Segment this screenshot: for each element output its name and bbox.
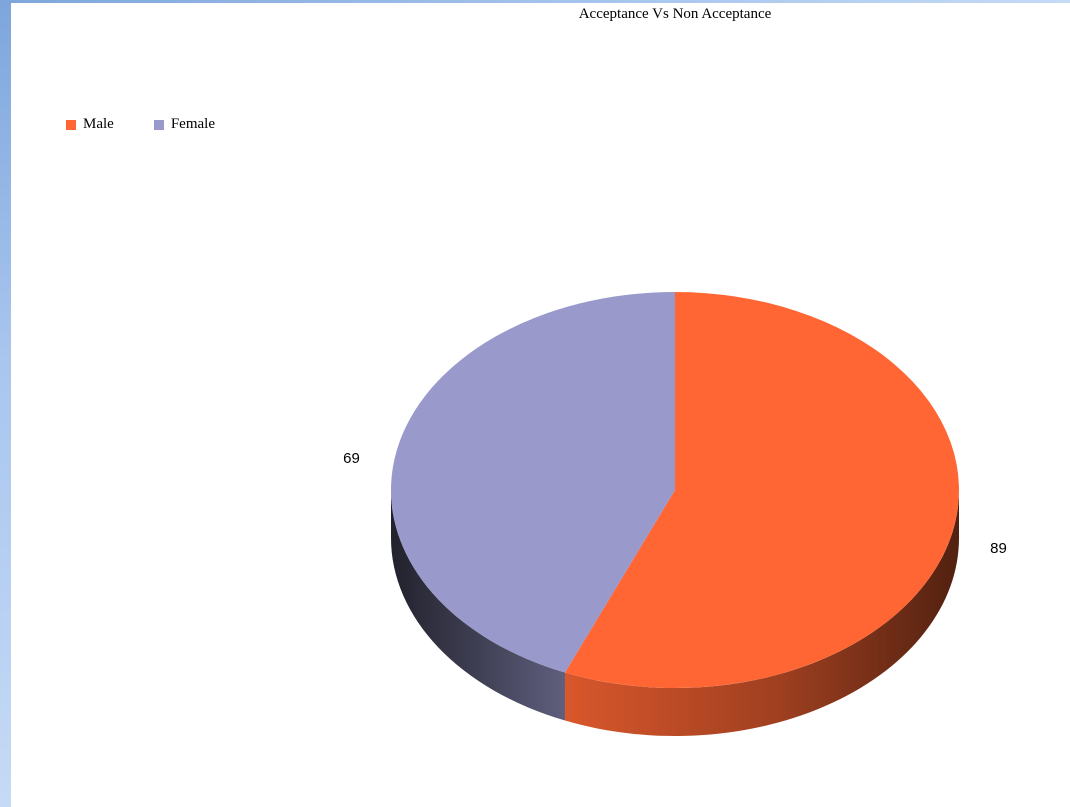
pie-side-male [565,490,960,736]
legend-item-female: Female [153,116,215,133]
data-label-male: 89 [990,540,1007,557]
pie-side-female [391,490,566,721]
window-top-border [0,0,1070,3]
pie-slice-female [390,292,675,673]
legend-label-male: Male [83,116,114,132]
window-left-border [0,0,11,807]
legend-item-male: Male [66,116,114,133]
legend-label-female: Female [170,116,215,132]
pie-slice-male [565,292,959,688]
legend-swatch-female [153,119,164,130]
legend-swatch-male [66,119,76,130]
data-label-female: 69 [343,450,360,467]
chart-legend: Male Female [66,116,215,133]
chart-title: Acceptance Vs Non Acceptance [578,6,772,22]
